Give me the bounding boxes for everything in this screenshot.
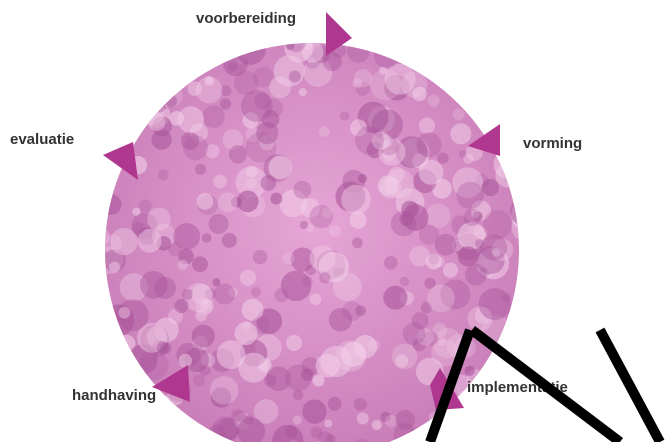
stage-label: handhaving: [72, 387, 156, 404]
stage-label: voorbereiding: [196, 10, 296, 27]
cycle-diagram: voorbereiding vorming implementatie hand…: [0, 0, 671, 442]
stage-label: vorming: [523, 135, 582, 152]
stage-label: evaluatie: [10, 131, 74, 148]
